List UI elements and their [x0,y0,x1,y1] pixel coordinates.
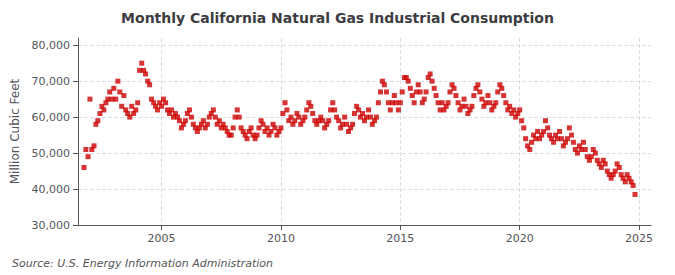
svg-text:80,000: 80,000 [32,39,71,52]
svg-text:2020: 2020 [506,232,534,245]
svg-text:50,000: 50,000 [32,147,71,160]
svg-text:40,000: 40,000 [32,183,71,196]
svg-text:Source: U.S. Energy Informatio: Source: U.S. Energy Information Administ… [12,257,273,270]
svg-text:2005: 2005 [148,232,176,245]
svg-text:Monthly California Natural Gas: Monthly California Natural Gas Industria… [121,10,554,26]
svg-text:2015: 2015 [386,232,414,245]
svg-text:60,000: 60,000 [32,111,71,124]
svg-text:2010: 2010 [267,232,295,245]
svg-text:Million Cubic Feet: Million Cubic Feet [8,78,22,184]
svg-text:2025: 2025 [625,232,653,245]
svg-text:30,000: 30,000 [32,219,71,232]
svg-text:70,000: 70,000 [32,75,71,88]
